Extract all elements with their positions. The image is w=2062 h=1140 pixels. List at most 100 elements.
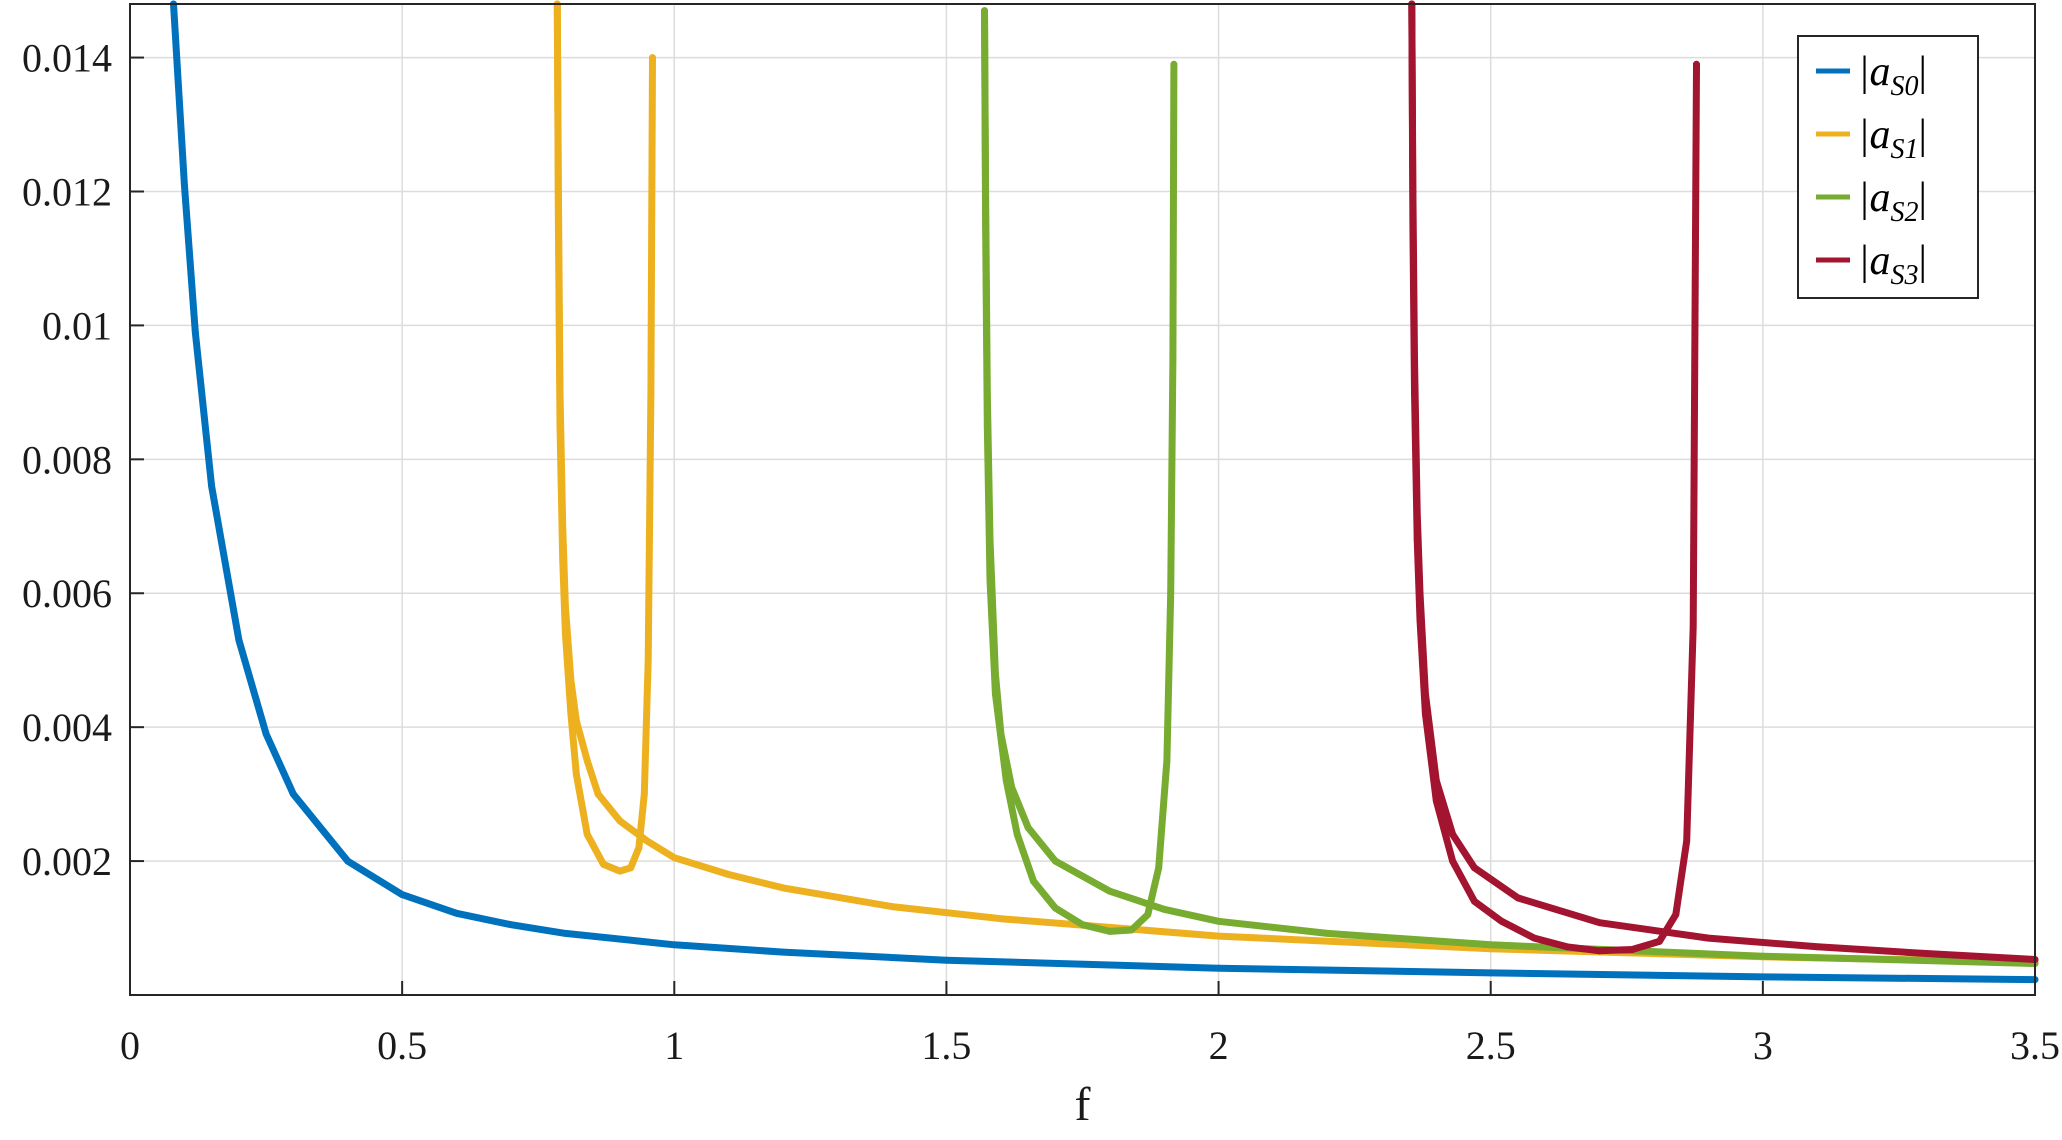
data-point: [1128, 926, 1135, 934]
x-ticks: 0 0.5 1 1.5 2 2.5 3 3.5: [120, 981, 2060, 1068]
data-point: [235, 636, 243, 644]
series-s0: [170, 0, 2039, 984]
data-point: [559, 556, 567, 564]
data-point: [1413, 536, 1421, 544]
x-tick-label: 2.5: [1466, 1023, 1516, 1068]
data-point: [643, 837, 651, 845]
data-point: [1449, 857, 1456, 865]
x-tick-label: 3: [1753, 1023, 1773, 1068]
x-tick-label: 0: [120, 1023, 140, 1068]
x-tick-label: 2: [1209, 1023, 1229, 1068]
x-tick-label: 1: [664, 1023, 684, 1068]
data-point: [670, 854, 678, 862]
y-ticks: 0.002 0.004 0.006 0.008 0.01 0.012 0.014: [22, 36, 144, 884]
data-point: [779, 884, 787, 892]
data-point: [208, 482, 216, 490]
data-point: [635, 844, 643, 852]
data-point: [555, 221, 562, 229]
data-point: [181, 181, 188, 189]
series-s1-branch-1: [553, 0, 656, 875]
data-point: [1169, 355, 1177, 363]
axes-box: [129, 3, 2036, 996]
data-point: [1693, 60, 1700, 68]
data-point: [1471, 897, 1478, 905]
data-point: [1530, 934, 1538, 942]
data-point: [1215, 932, 1222, 940]
data-point: [627, 864, 635, 872]
x-tick-label: 1.5: [921, 1023, 971, 1068]
data-point: [1155, 864, 1163, 872]
series-s0-branch-0: [170, 0, 2039, 984]
data-point: [562, 630, 569, 637]
data-point: [1163, 757, 1171, 764]
data-point: [567, 710, 575, 718]
data-point: [1759, 952, 1767, 960]
data-point: [1596, 947, 1603, 955]
data-point: [1628, 946, 1636, 953]
data-point: [649, 54, 656, 61]
series-s2: [981, 7, 2039, 967]
data-point: [779, 948, 787, 956]
data-point: [647, 389, 655, 396]
data-point: [1409, 221, 1417, 229]
data-point: [1002, 777, 1010, 785]
data-point: [1487, 941, 1495, 949]
data-point: [1689, 623, 1697, 631]
data-point: [594, 790, 602, 798]
data-point: [981, 7, 988, 15]
data-point: [1813, 943, 1821, 951]
y-tick-label: 0.01: [42, 303, 112, 348]
data-point: [1106, 887, 1114, 895]
data-point: [1144, 911, 1152, 918]
series-s3-branch-1: [1408, 0, 1700, 955]
data-point: [1051, 904, 1059, 912]
data-point: [644, 656, 652, 664]
data-point: [982, 221, 989, 229]
data-point: [262, 730, 270, 738]
data-point: [453, 909, 460, 917]
y-tick-label: 0.014: [22, 36, 112, 81]
data-point: [1051, 857, 1059, 865]
data-point: [1416, 616, 1424, 624]
data-point: [1432, 797, 1440, 805]
x-tick-label: 3.5: [2010, 1023, 2060, 1068]
data-point: [1759, 973, 1767, 981]
data-point: [1324, 930, 1331, 937]
y-tick-label: 0.012: [22, 169, 112, 214]
data-point: [983, 422, 991, 430]
data-point: [289, 790, 297, 798]
series-s1: [553, 0, 2039, 966]
series-s2-branch-1: [981, 7, 1178, 935]
data-point: [1411, 389, 1418, 396]
data-point: [725, 871, 733, 878]
data-point: [344, 857, 352, 865]
data-point: [398, 891, 406, 898]
legend: |aS0| |aS1| |aS2| |aS3|: [1797, 35, 1979, 299]
data-point: [1024, 824, 1032, 831]
data-point: [1106, 928, 1114, 935]
data-point: [1471, 864, 1478, 872]
data-point: [507, 921, 515, 929]
data-point: [1498, 917, 1505, 925]
data-point: [997, 915, 1005, 923]
data-point: [616, 867, 624, 875]
data-point: [1170, 60, 1178, 68]
data-point: [556, 422, 564, 430]
data-point: [1013, 830, 1021, 838]
data-point: [888, 903, 896, 910]
data-point: [572, 770, 580, 778]
data-point: [616, 817, 624, 825]
legend-entry: |aS2|: [1858, 175, 1927, 228]
data-point: [992, 690, 999, 698]
data-point: [1922, 950, 1930, 957]
data-point: [1514, 894, 1522, 902]
data-point: [583, 757, 591, 764]
data-point: [640, 790, 648, 798]
grid: [129, 4, 2036, 995]
data-point: [1422, 710, 1429, 718]
data-point: [600, 861, 607, 868]
data-point: [1030, 877, 1037, 885]
y-tick-label: 0.002: [22, 839, 112, 884]
data-point: [1705, 934, 1712, 942]
data-point: [1215, 917, 1222, 925]
